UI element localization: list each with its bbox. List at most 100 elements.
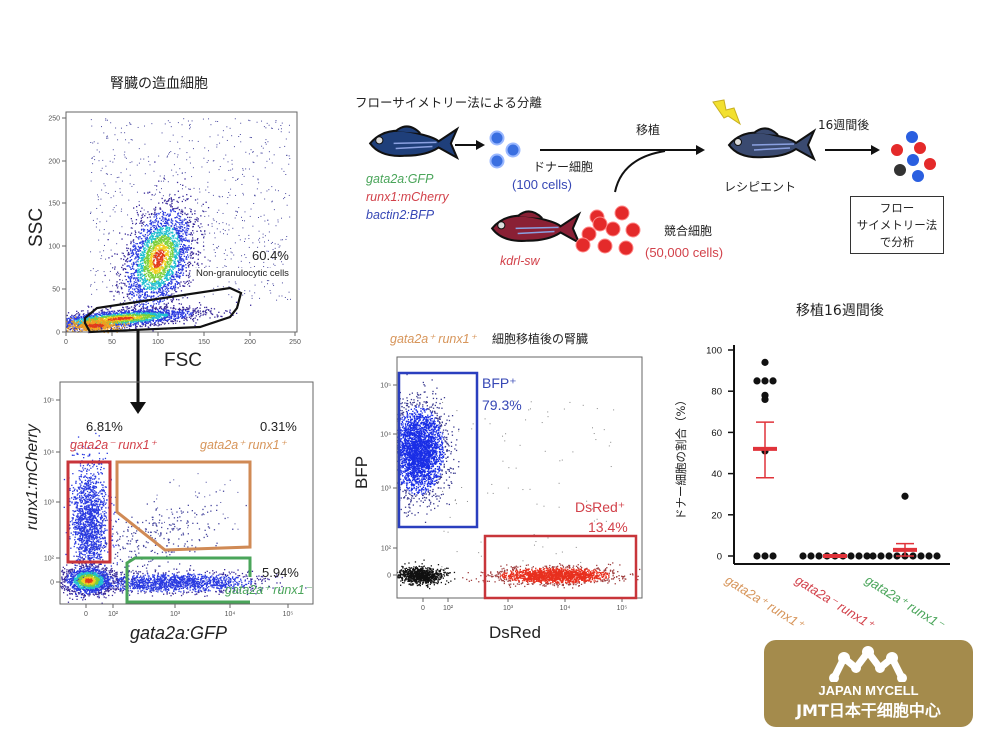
event-dot <box>198 314 199 315</box>
event-dot <box>192 265 193 266</box>
event-dot <box>240 134 241 135</box>
event-dot <box>145 242 146 243</box>
event-dot <box>184 283 185 284</box>
event-dot <box>167 251 168 252</box>
event-dot <box>170 242 171 243</box>
event-dot <box>266 190 267 191</box>
event-dot <box>134 263 135 264</box>
event-dot <box>120 312 121 313</box>
event-dot <box>108 233 109 234</box>
event-dot <box>272 283 273 284</box>
event-dot <box>192 140 193 141</box>
event-dot <box>160 234 161 235</box>
event-dot <box>81 310 82 311</box>
event-dot <box>199 192 200 193</box>
event-dot <box>155 209 156 210</box>
event-dot <box>151 262 152 263</box>
event-dot <box>148 241 149 242</box>
event-dot <box>174 320 175 321</box>
event-dot <box>164 293 165 294</box>
event-dot <box>168 274 169 275</box>
event-dot <box>164 278 165 279</box>
event-dot <box>225 155 226 156</box>
event-dot <box>162 198 163 199</box>
event-dot <box>101 126 102 127</box>
event-dot <box>133 293 134 294</box>
event-dot <box>151 248 152 249</box>
event-dot <box>168 291 169 292</box>
event-dot <box>203 158 204 159</box>
event-dot <box>117 139 118 140</box>
event-dot <box>183 320 184 321</box>
event-dot <box>148 303 149 304</box>
event-dot <box>182 214 183 215</box>
event-dot <box>214 233 215 234</box>
event-dot <box>267 280 268 281</box>
event-dot <box>228 170 229 171</box>
event-dot <box>171 288 172 289</box>
event-dot <box>120 192 121 193</box>
event-dot <box>282 264 283 265</box>
event-dot <box>196 315 197 316</box>
event-dot <box>182 236 183 237</box>
event-dot <box>186 232 187 233</box>
event-dot <box>213 218 214 219</box>
event-dot <box>92 163 93 164</box>
event-dot <box>194 188 195 189</box>
event-dot <box>137 251 138 252</box>
event-dot <box>145 308 146 309</box>
event-dot <box>166 239 167 240</box>
event-dot <box>147 278 148 279</box>
event-dot <box>258 239 259 240</box>
event-dot <box>143 159 144 160</box>
event-dot <box>125 233 126 234</box>
event-dot <box>164 303 165 304</box>
event-dot <box>166 314 167 315</box>
event-dot <box>131 275 132 276</box>
event-dot <box>149 287 150 288</box>
event-dot <box>141 232 142 233</box>
event-dot <box>261 192 262 193</box>
event-dot <box>183 238 184 239</box>
event-dot <box>161 188 162 189</box>
event-dot <box>103 312 104 313</box>
event-dot <box>285 174 286 175</box>
event-dot <box>149 289 150 290</box>
event-dot <box>189 280 190 281</box>
event-dot <box>180 251 181 252</box>
event-dot <box>140 304 141 305</box>
event-dot <box>112 267 113 268</box>
event-dot <box>158 251 159 252</box>
event-dot <box>162 273 163 274</box>
event-dot <box>126 306 127 307</box>
event-dot <box>175 288 176 289</box>
event-dot <box>169 152 170 153</box>
event-dot <box>163 234 164 235</box>
event-dot <box>158 235 159 236</box>
event-dot <box>168 312 169 313</box>
event-dot <box>148 284 149 285</box>
event-dot <box>160 275 161 276</box>
event-dot <box>146 310 147 311</box>
event-dot <box>137 316 138 317</box>
event-dot <box>110 311 111 312</box>
event-dot <box>290 299 291 300</box>
event-dot <box>155 236 156 237</box>
event-dot <box>168 181 169 182</box>
event-dot <box>139 248 140 249</box>
event-dot <box>127 272 128 273</box>
event-dot <box>242 174 243 175</box>
event-dot <box>200 230 201 231</box>
event-dot <box>169 233 170 234</box>
event-dot <box>228 229 229 230</box>
event-dot <box>174 249 175 250</box>
event-dot <box>287 205 288 206</box>
event-dot <box>140 286 141 287</box>
event-dot <box>191 255 192 256</box>
event-dot <box>234 146 235 147</box>
event-dot <box>167 321 168 322</box>
event-dot <box>188 266 189 267</box>
event-dot <box>159 259 160 260</box>
event-dot <box>131 186 132 187</box>
event-dot <box>182 229 183 230</box>
